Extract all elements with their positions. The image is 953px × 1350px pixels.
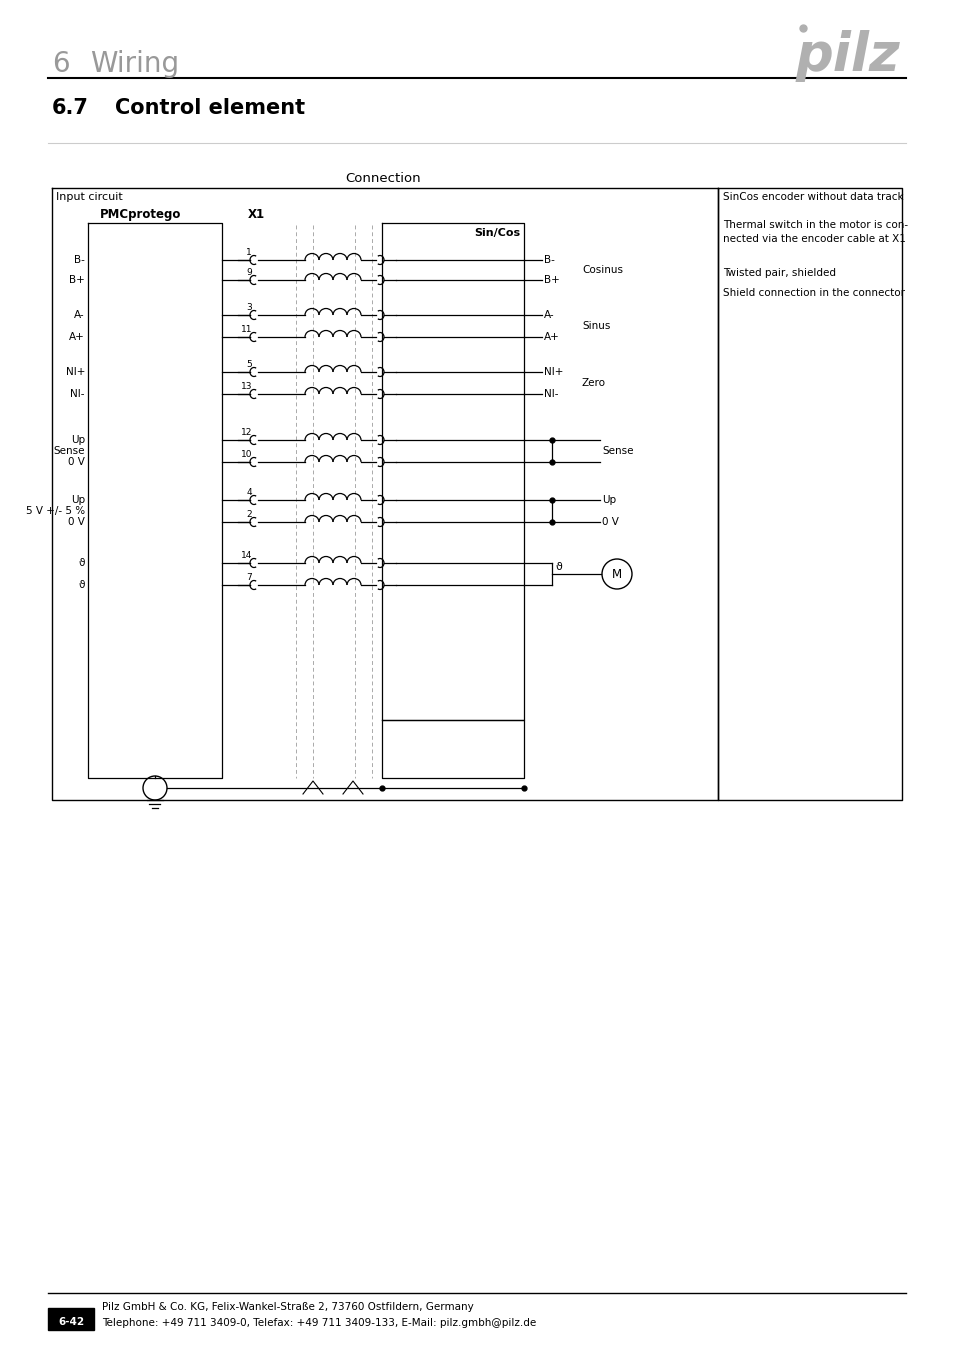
Text: 4: 4 bbox=[246, 487, 252, 497]
Text: NI+: NI+ bbox=[66, 367, 85, 377]
Text: 13: 13 bbox=[240, 382, 252, 391]
Text: 9: 9 bbox=[246, 269, 252, 277]
Text: Up: Up bbox=[71, 495, 85, 505]
Text: Telephone: +49 711 3409-0, Telefax: +49 711 3409-133, E-Mail: pilz.gmbh@pilz.de: Telephone: +49 711 3409-0, Telefax: +49 … bbox=[102, 1318, 536, 1328]
Text: 6: 6 bbox=[52, 50, 70, 78]
Text: NI+: NI+ bbox=[543, 367, 563, 377]
Text: A-: A- bbox=[543, 310, 554, 320]
Text: 12: 12 bbox=[240, 428, 252, 437]
Text: A+: A+ bbox=[543, 332, 559, 342]
Text: B-: B- bbox=[543, 255, 555, 265]
Text: 14: 14 bbox=[240, 551, 252, 560]
Text: ϑ: ϑ bbox=[555, 562, 561, 572]
Text: A-: A- bbox=[74, 310, 85, 320]
Text: pilz: pilz bbox=[795, 30, 899, 82]
Text: SinCos encoder without data track: SinCos encoder without data track bbox=[722, 192, 902, 202]
Text: Control element: Control element bbox=[115, 99, 305, 117]
Text: Up: Up bbox=[601, 495, 616, 505]
FancyBboxPatch shape bbox=[48, 1308, 94, 1330]
Text: 0 V: 0 V bbox=[601, 517, 618, 526]
Text: 2: 2 bbox=[246, 510, 252, 518]
Text: B+: B+ bbox=[543, 275, 559, 285]
Text: 1: 1 bbox=[246, 248, 252, 256]
Text: 0 V: 0 V bbox=[68, 458, 85, 467]
Text: Sinus: Sinus bbox=[581, 321, 610, 331]
Text: 6.7: 6.7 bbox=[52, 99, 89, 117]
Text: Twisted pair, shielded: Twisted pair, shielded bbox=[722, 269, 835, 278]
Text: PMCprotego: PMCprotego bbox=[100, 208, 181, 221]
Text: Sense: Sense bbox=[53, 446, 85, 456]
Text: M: M bbox=[611, 567, 621, 580]
Text: 6-42: 6-42 bbox=[58, 1318, 84, 1327]
Text: NI-: NI- bbox=[71, 389, 85, 400]
Text: Thermal switch in the motor is con-
nected via the encoder cable at X1: Thermal switch in the motor is con- nect… bbox=[722, 220, 907, 244]
Text: Pilz GmbH & Co. KG, Felix-Wankel-Straße 2, 73760 Ostfildern, Germany: Pilz GmbH & Co. KG, Felix-Wankel-Straße … bbox=[102, 1301, 474, 1312]
Text: 11: 11 bbox=[240, 325, 252, 333]
Text: Cosinus: Cosinus bbox=[581, 265, 622, 275]
Text: Input circuit: Input circuit bbox=[56, 192, 123, 202]
Text: 10: 10 bbox=[240, 450, 252, 459]
Text: Wiring: Wiring bbox=[90, 50, 179, 78]
Text: NI-: NI- bbox=[543, 389, 558, 400]
Text: Connection: Connection bbox=[345, 171, 420, 185]
Text: ϑ: ϑ bbox=[78, 580, 85, 590]
Text: B+: B+ bbox=[70, 275, 85, 285]
Text: Sense: Sense bbox=[601, 446, 633, 456]
Text: A+: A+ bbox=[70, 332, 85, 342]
Text: Up: Up bbox=[71, 435, 85, 446]
Text: Shield connection in the connector: Shield connection in the connector bbox=[722, 288, 904, 298]
Text: 0 V: 0 V bbox=[68, 517, 85, 526]
Text: Zero: Zero bbox=[581, 378, 605, 387]
Text: B-: B- bbox=[74, 255, 85, 265]
Text: 7: 7 bbox=[246, 572, 252, 582]
Text: 5: 5 bbox=[246, 360, 252, 369]
Text: X1: X1 bbox=[248, 208, 265, 221]
Text: 3: 3 bbox=[246, 302, 252, 312]
Text: 5 V +/- 5 %: 5 V +/- 5 % bbox=[26, 506, 85, 516]
Text: ϑ: ϑ bbox=[78, 558, 85, 568]
Text: Sin/Cos: Sin/Cos bbox=[474, 228, 519, 238]
